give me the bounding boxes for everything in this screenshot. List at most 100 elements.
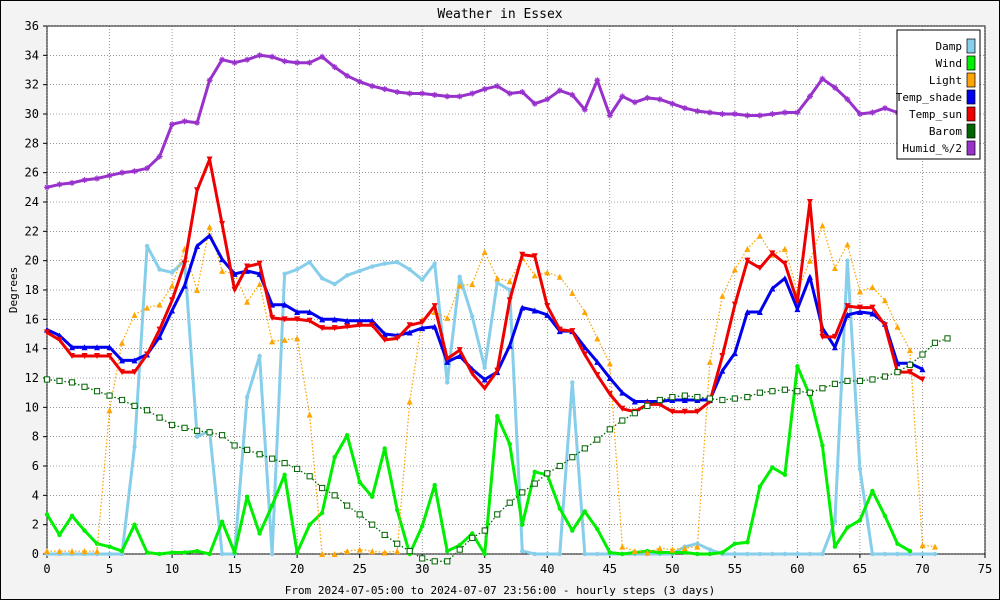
- data-point: [420, 523, 425, 529]
- data-point: [94, 175, 101, 182]
- data-point: [519, 489, 526, 496]
- data-point: [469, 90, 476, 97]
- data-point: [757, 484, 763, 489]
- legend-swatch: [966, 55, 976, 71]
- data-point: [519, 89, 526, 95]
- x-tick-label: 30: [415, 562, 429, 576]
- data-point: [256, 281, 263, 288]
- data-point: [269, 53, 276, 60]
- data-point: [544, 269, 551, 276]
- data-point: [219, 256, 226, 263]
- data-point: [369, 494, 375, 499]
- data-point: [144, 165, 151, 172]
- data-point: [282, 472, 287, 477]
- data-point: [832, 544, 838, 549]
- legend-label: Light: [929, 74, 962, 87]
- data-point: [369, 521, 376, 528]
- data-point: [495, 280, 500, 285]
- data-point: [731, 111, 738, 117]
- y-tick-label: 10: [25, 400, 39, 414]
- data-point: [794, 298, 801, 305]
- data-point: [845, 258, 850, 263]
- data-point: [232, 550, 237, 555]
- data-point: [506, 499, 513, 506]
- data-point: [581, 309, 588, 315]
- data-point: [856, 309, 863, 315]
- data-point: [606, 375, 613, 381]
- data-point: [194, 287, 201, 293]
- data-point: [445, 380, 450, 385]
- data-point: [782, 551, 788, 557]
- data-point: [244, 494, 250, 499]
- data-point: [331, 64, 338, 71]
- data-point: [169, 282, 176, 289]
- data-point: [844, 303, 851, 310]
- data-point: [356, 78, 363, 85]
- data-point: [919, 351, 926, 358]
- data-point: [306, 59, 313, 66]
- data-point: [131, 357, 138, 364]
- data-point: [369, 83, 376, 90]
- data-point: [531, 307, 538, 314]
- data-point: [769, 285, 776, 292]
- data-point: [869, 310, 876, 317]
- data-point: [719, 396, 726, 404]
- series-line: [46, 53, 961, 189]
- data-point: [556, 326, 563, 333]
- data-point: [894, 369, 901, 376]
- data-point: [806, 389, 814, 396]
- data-point: [719, 367, 726, 374]
- data-point: [856, 288, 863, 295]
- series-temp-sun: [44, 156, 926, 415]
- legend-swatch: [966, 140, 976, 156]
- x-tick-label: 70: [915, 562, 929, 576]
- data-point: [619, 417, 626, 424]
- data-point: [507, 441, 512, 447]
- data-point: [920, 551, 925, 557]
- data-point: [444, 93, 451, 100]
- data-point: [193, 427, 201, 434]
- data-point: [481, 385, 488, 392]
- data-point: [895, 541, 900, 546]
- data-point: [294, 309, 301, 315]
- data-point: [482, 365, 487, 370]
- data-point: [807, 551, 813, 557]
- data-point: [131, 168, 138, 175]
- data-point: [631, 99, 638, 106]
- data-point: [545, 551, 550, 557]
- y-tick-label: 16: [25, 312, 39, 326]
- data-point: [756, 309, 763, 315]
- y-axis-label: Degrees: [7, 267, 20, 313]
- data-point: [881, 105, 888, 112]
- data-point: [294, 267, 300, 272]
- data-point: [319, 276, 325, 281]
- legend-box: [896, 29, 981, 160]
- y-tick-label: 8: [32, 430, 39, 444]
- data-point: [444, 314, 451, 321]
- data-point: [544, 311, 551, 318]
- data-point: [394, 89, 401, 95]
- data-point: [319, 551, 326, 557]
- data-point: [81, 177, 88, 183]
- data-point: [456, 347, 463, 354]
- data-point: [544, 96, 551, 103]
- data-point: [732, 551, 738, 557]
- x-tick-label: 60: [790, 562, 804, 576]
- data-point: [732, 541, 738, 546]
- data-point: [856, 377, 864, 385]
- data-point: [831, 265, 838, 271]
- data-point: [756, 389, 763, 396]
- data-point: [156, 333, 163, 340]
- data-point: [144, 243, 150, 249]
- data-point: [919, 376, 926, 383]
- data-point: [282, 271, 287, 277]
- y-tick-label: 20: [25, 254, 39, 268]
- data-point: [832, 519, 838, 524]
- data-point: [894, 323, 901, 330]
- data-point: [882, 551, 888, 557]
- data-point: [669, 100, 676, 107]
- data-point: [581, 445, 588, 452]
- data-point: [731, 301, 738, 308]
- data-point: [81, 344, 88, 351]
